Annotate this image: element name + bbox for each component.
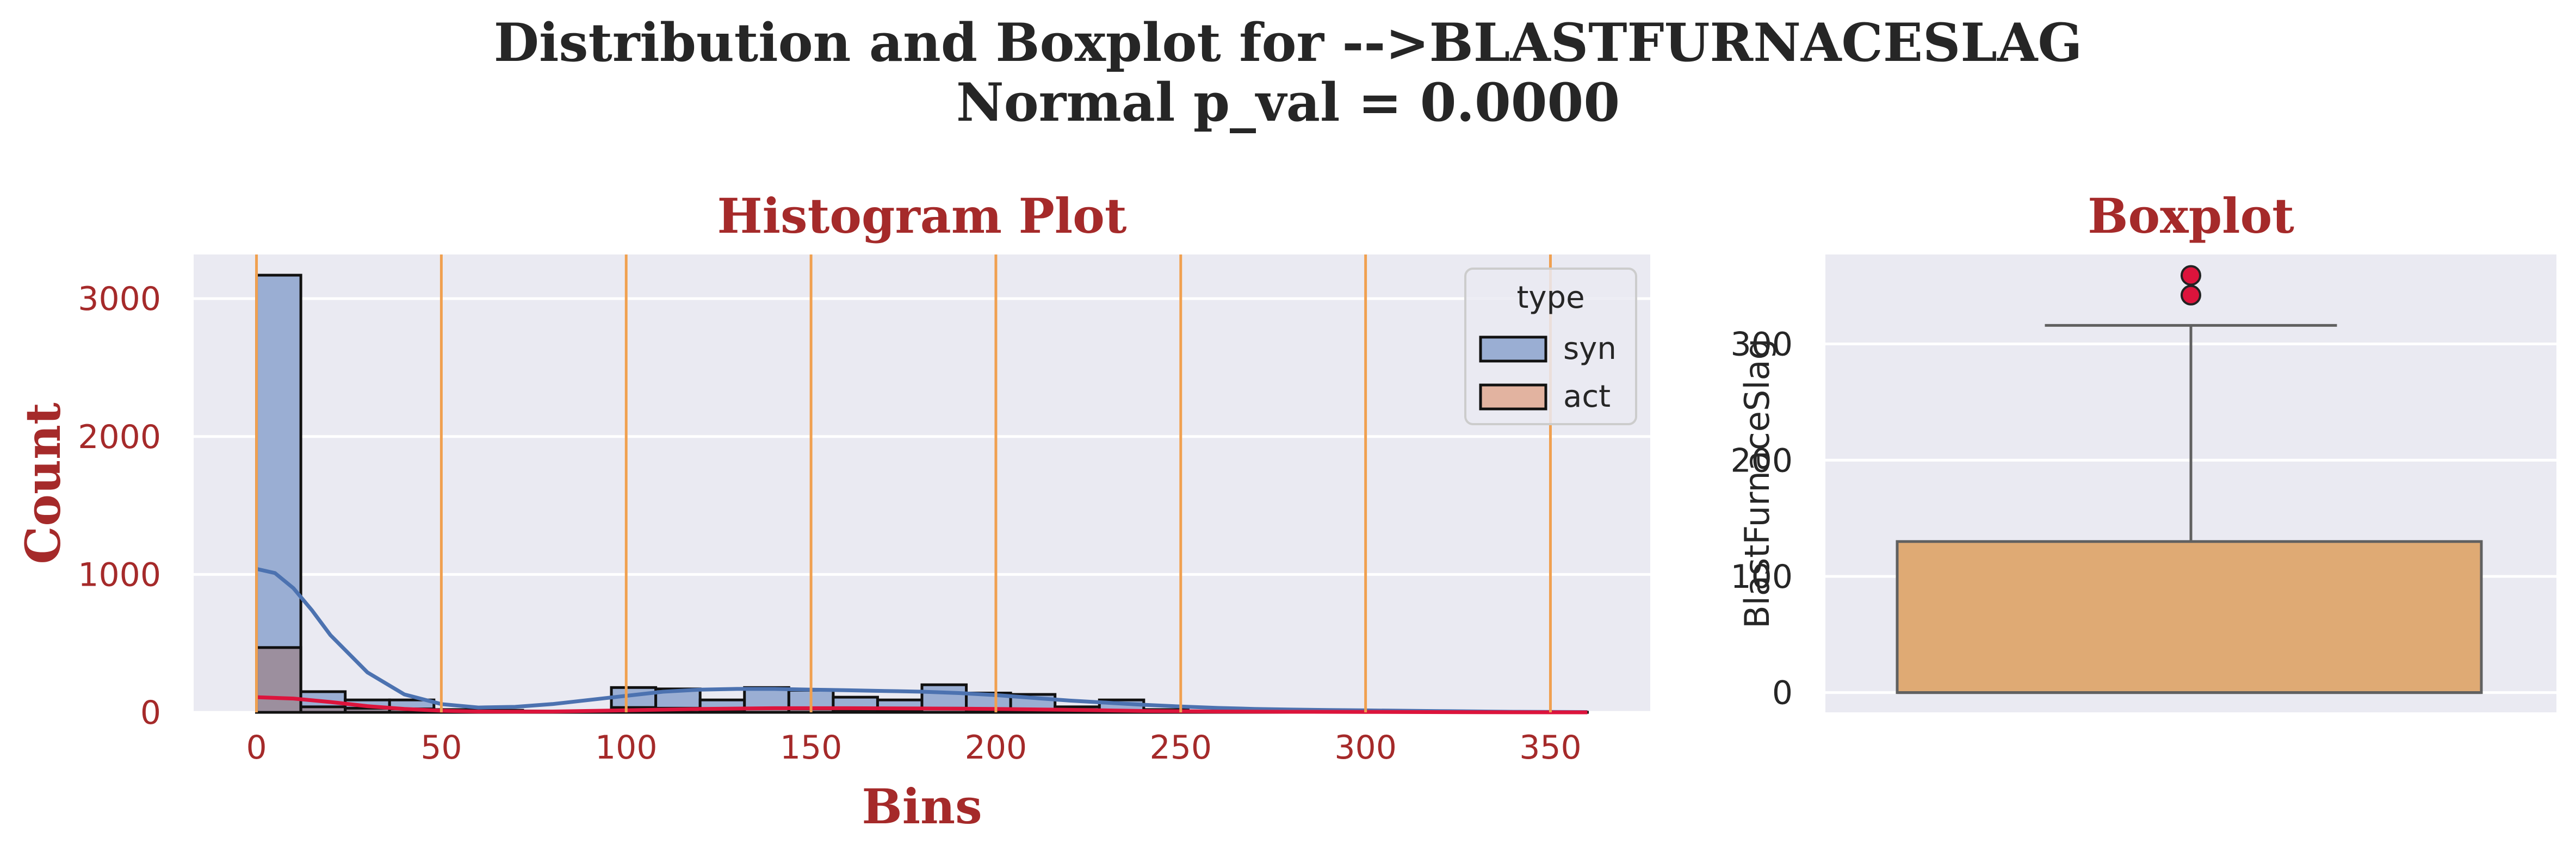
suptitle-line2: Normal p_val = 0.0000 [956,72,1620,133]
x-tick-label: 200 [965,729,1027,767]
boxplot-title: Boxplot [2088,188,2294,244]
histogram-y-label: Count [15,402,71,564]
legend-title: type [1516,280,1584,315]
histogram-axes-background [194,254,1650,712]
x-tick-label: 150 [780,729,843,767]
histogram-x-label: Bins [862,778,982,835]
syn-kde-line [256,567,1588,714]
box-iqr [1896,540,2483,694]
y-tick-label: 200 [1730,442,1793,480]
x-tick-label: 0 [246,729,267,767]
outlier-point [2181,265,2201,286]
y-tick-label: 0 [1772,674,1793,712]
act-bar [833,709,878,712]
outlier-point [2181,284,2201,306]
y-tick-label: 100 [1730,558,1793,596]
y-tick-label: 1000 [78,556,161,594]
act-bar-outline [876,709,924,714]
act-bar [345,708,390,712]
boxplot: 0 100 200 300 Boxplot BlastFurnaceSlag [1730,188,2556,712]
y-tick-label: 0 [140,694,161,732]
legend-label-act: act [1563,379,1611,414]
legend-swatch-act [1479,383,1547,411]
histogram-title: Histogram Plot [717,188,1126,244]
act-bar [700,709,745,712]
x-tick-label: 100 [595,729,658,767]
syn-bar [922,685,967,709]
y-tick-label: 300 [1730,326,1793,364]
act-bar [744,708,789,712]
x-tick-label: 50 [420,729,462,767]
act-bar [256,647,301,712]
boxplot-y-label: BlastFurnaceSlag [1737,338,1777,629]
act-bar [966,709,1011,712]
act-kde-line [256,695,1588,715]
legend-label-syn: syn [1563,331,1617,367]
legend-swatch-syn [1479,336,1547,363]
y-tick-label: 2000 [78,418,161,456]
x-tick-label: 350 [1519,729,1582,767]
histogram-plot: 0 50 100 150 200 250 300 350 0 1000 2000 3000 Histog… [15,188,1650,835]
y-tick-label: 3000 [78,280,161,318]
suptitle-line1: Distribution and Boxplot for -->BLASTFUR… [494,12,2083,73]
act-bar [301,706,345,712]
x-tick-label: 300 [1334,729,1397,767]
syn-bar [389,700,434,709]
x-tick-label: 250 [1150,729,1212,767]
syn-bar [744,687,789,709]
syn-bar [256,275,301,648]
